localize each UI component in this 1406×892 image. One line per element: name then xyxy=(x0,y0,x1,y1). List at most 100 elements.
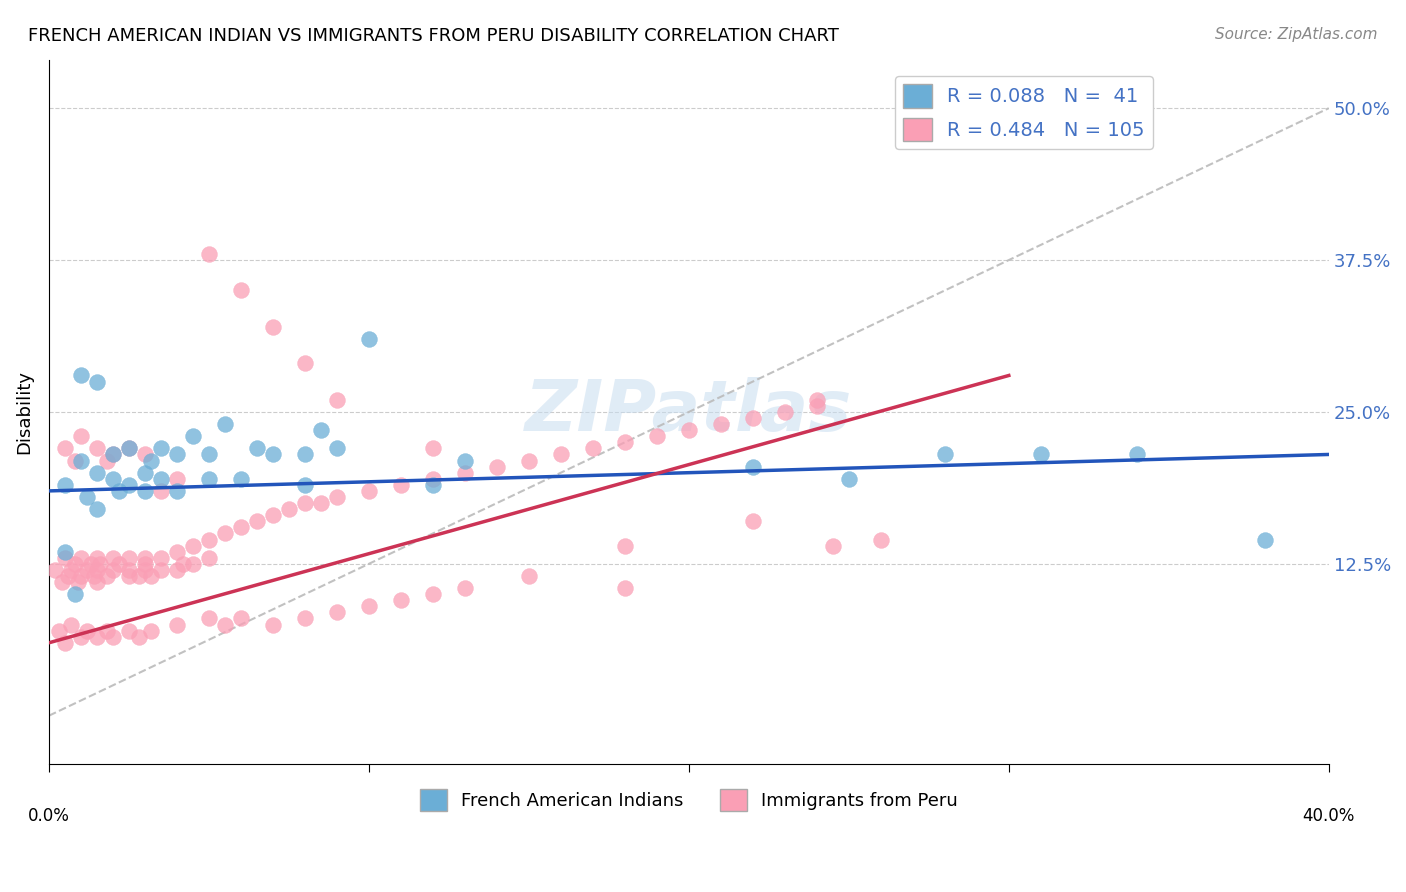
Point xyxy=(53,550,76,565)
Point xyxy=(86,630,108,644)
Point xyxy=(118,442,141,456)
Point xyxy=(198,533,221,547)
Point xyxy=(79,557,101,571)
Text: 0.0%: 0.0% xyxy=(28,806,70,824)
Point xyxy=(1254,533,1277,547)
Point xyxy=(86,563,108,577)
Text: FRENCH AMERICAN INDIAN VS IMMIGRANTS FROM PERU DISABILITY CORRELATION CHART: FRENCH AMERICAN INDIAN VS IMMIGRANTS FRO… xyxy=(28,27,839,45)
Point xyxy=(198,550,221,565)
Point xyxy=(118,550,141,565)
Point xyxy=(118,624,141,638)
Point xyxy=(613,539,636,553)
Point xyxy=(89,557,111,571)
Point xyxy=(134,563,156,577)
Point xyxy=(326,392,349,407)
Point xyxy=(262,447,284,461)
Point xyxy=(166,472,188,486)
Point xyxy=(101,447,124,461)
Point xyxy=(101,472,124,486)
Point xyxy=(66,574,89,589)
Point xyxy=(246,514,269,528)
Point xyxy=(294,611,316,625)
Point xyxy=(86,502,108,516)
Point xyxy=(821,539,844,553)
Point xyxy=(422,478,444,492)
Point xyxy=(357,599,380,614)
Point xyxy=(838,472,860,486)
Point xyxy=(198,247,221,261)
Point xyxy=(869,533,891,547)
Point xyxy=(44,563,66,577)
Point xyxy=(806,399,828,413)
Point xyxy=(485,459,508,474)
Point xyxy=(294,356,316,370)
Point xyxy=(48,624,70,638)
Point xyxy=(118,478,141,492)
Point xyxy=(262,617,284,632)
Point xyxy=(454,581,477,595)
Point xyxy=(118,442,141,456)
Point xyxy=(613,581,636,595)
Point xyxy=(96,624,118,638)
Point xyxy=(63,453,86,467)
Point xyxy=(773,405,796,419)
Point xyxy=(70,569,93,583)
Point xyxy=(357,483,380,498)
Point xyxy=(550,447,572,461)
Point xyxy=(389,593,412,607)
Point xyxy=(101,630,124,644)
Point xyxy=(294,478,316,492)
Point xyxy=(229,520,252,534)
Point xyxy=(294,447,316,461)
Point xyxy=(128,569,150,583)
Point xyxy=(149,483,172,498)
Point xyxy=(108,483,131,498)
Point xyxy=(326,490,349,504)
Point xyxy=(86,574,108,589)
Y-axis label: Disability: Disability xyxy=(15,370,32,454)
Point xyxy=(53,544,76,558)
Point xyxy=(51,574,73,589)
Point xyxy=(198,472,221,486)
Point xyxy=(582,442,605,456)
Point xyxy=(149,472,172,486)
Point xyxy=(214,417,236,431)
Point xyxy=(166,447,188,461)
Point xyxy=(198,447,221,461)
Point xyxy=(262,508,284,523)
Point xyxy=(309,423,332,437)
Point xyxy=(214,617,236,632)
Point xyxy=(710,417,733,431)
Point xyxy=(422,587,444,601)
Point xyxy=(96,453,118,467)
Point xyxy=(86,466,108,480)
Point xyxy=(741,459,763,474)
Point xyxy=(389,478,412,492)
Point xyxy=(141,624,163,638)
Point xyxy=(262,319,284,334)
Point xyxy=(214,526,236,541)
Point xyxy=(278,502,301,516)
Point xyxy=(172,557,194,571)
Point xyxy=(1126,447,1149,461)
Point xyxy=(134,550,156,565)
Point xyxy=(101,550,124,565)
Point xyxy=(63,587,86,601)
Point xyxy=(229,611,252,625)
Point xyxy=(149,550,172,565)
Point xyxy=(70,453,93,467)
Point xyxy=(149,563,172,577)
Point xyxy=(181,539,204,553)
Point xyxy=(326,606,349,620)
Point xyxy=(198,611,221,625)
Point xyxy=(76,624,98,638)
Point xyxy=(86,550,108,565)
Point xyxy=(118,569,141,583)
Point xyxy=(101,563,124,577)
Point xyxy=(56,569,79,583)
Point xyxy=(134,557,156,571)
Text: Source: ZipAtlas.com: Source: ZipAtlas.com xyxy=(1215,27,1378,42)
Point xyxy=(63,557,86,571)
Point xyxy=(454,466,477,480)
Point xyxy=(70,429,93,443)
